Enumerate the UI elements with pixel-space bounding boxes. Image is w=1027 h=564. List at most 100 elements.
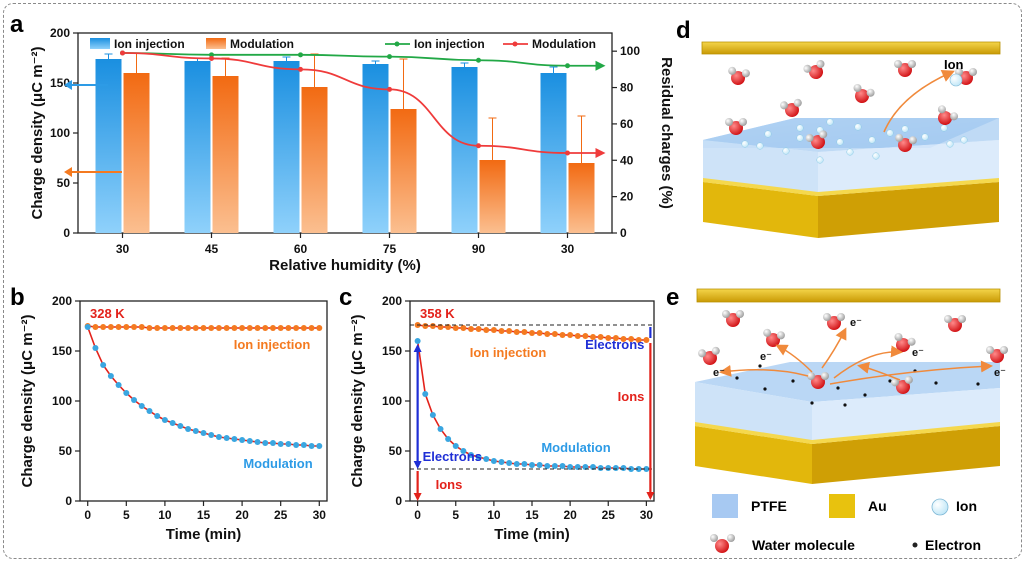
water-molecule <box>955 68 977 85</box>
hydrogen-atom <box>969 68 977 76</box>
ions-arrow-left-head <box>413 493 422 501</box>
point-modulation <box>254 439 261 445</box>
hydrogen-atom <box>866 88 875 97</box>
legend-ptfe-swatch <box>712 494 738 518</box>
water-molecule <box>698 346 720 365</box>
oxygen-atom <box>726 313 740 327</box>
point-modulation <box>468 452 474 458</box>
point-modulation <box>551 463 558 469</box>
point-modulation <box>208 432 215 438</box>
point-ion-injection <box>513 329 520 335</box>
point-ion-injection <box>590 334 596 340</box>
point-ion-injection <box>246 325 253 331</box>
y2-tick-label-a: 60 <box>620 117 634 131</box>
x-tick-label-c: 15 <box>525 508 539 522</box>
point-modulation <box>200 430 207 436</box>
point-ion-injection <box>567 332 574 338</box>
water-molecule <box>763 328 785 347</box>
point-modulation <box>529 462 535 468</box>
hydrogen-atom <box>986 346 994 354</box>
bar-ion-injection <box>362 64 389 233</box>
ion-escape-arrow <box>883 70 955 133</box>
legend-label-mod-bar: Modulation <box>230 37 294 51</box>
point-modulation <box>437 426 444 432</box>
electrons-label-right: Electrons <box>585 337 644 352</box>
x-tick-label-c: 5 <box>452 508 459 522</box>
axis-indicator-mod-head <box>64 167 72 177</box>
oxygen-atom <box>811 135 825 149</box>
y-tick-label-c: 0 <box>395 494 402 508</box>
electron <box>976 382 980 386</box>
escaping-ion <box>949 73 963 87</box>
hydrogen-atom <box>894 332 903 341</box>
oxygen-atom <box>948 318 962 332</box>
point-ion-injection <box>123 324 130 330</box>
hydrogen-atom <box>722 310 730 318</box>
electrons-on-surface-e <box>735 364 980 407</box>
water-molecule <box>853 83 875 103</box>
bar-modulation <box>123 73 150 233</box>
hydrogen-atom <box>725 118 733 126</box>
y-tick-label-c: 100 <box>382 394 402 408</box>
au-bottom-top-d <box>703 178 999 196</box>
y2-tick-label-a: 80 <box>620 81 634 95</box>
legend-au-swatch <box>829 494 855 518</box>
ion <box>901 125 909 133</box>
panel-label-d: d <box>676 17 691 44</box>
ion <box>854 123 862 131</box>
water-molecule <box>807 372 829 389</box>
point-ion-injection <box>107 324 114 330</box>
point-ion-injection <box>146 325 153 331</box>
x-tick-label-b: 5 <box>123 508 130 522</box>
electron <box>791 379 795 383</box>
point-ion-injection <box>506 328 513 334</box>
au-bottom-side-d <box>818 182 999 238</box>
point-modulation <box>506 460 513 466</box>
point-ion-injection <box>215 325 222 331</box>
point-modulation <box>223 435 230 441</box>
hydrogen-atom <box>780 101 789 110</box>
ion <box>886 129 894 137</box>
point-ion-injection <box>429 323 436 329</box>
point-ion-injection <box>612 335 619 341</box>
legend-label-mod-line: Modulation <box>532 37 596 51</box>
oxygen-atom <box>729 121 743 135</box>
point-modulation <box>161 417 168 423</box>
point-modulation <box>597 465 604 471</box>
point-modulation <box>138 403 145 409</box>
point-modulation <box>620 465 627 471</box>
water-molecule <box>728 66 750 85</box>
hydrogen-atom <box>803 64 812 73</box>
line-ion-injection <box>122 52 596 67</box>
oxygen-atom <box>827 316 841 330</box>
x-tick-label-a: 30 <box>116 242 130 256</box>
hydrogen-atom <box>937 105 946 114</box>
point-ion-injection <box>231 325 238 331</box>
hydrogen-atom <box>944 315 952 323</box>
point-modulation <box>146 408 153 414</box>
water-molecule <box>722 310 744 327</box>
ion <box>946 140 954 148</box>
point-modulation <box>231 436 238 442</box>
ptfe-top-e <box>695 362 1000 402</box>
ion <box>836 138 844 146</box>
y-tick-label-a: 200 <box>50 26 70 40</box>
chart-b: 0 50 100 150 200 0 5 10 15 20 25 30 Time (min) Charge… <box>19 294 328 543</box>
ions-arrow-right-head <box>646 492 655 500</box>
series-label-ion-injection: Ion injection <box>234 337 311 352</box>
point-ion-injection <box>643 337 650 343</box>
ion-label: Ion <box>944 57 964 72</box>
point-ion-injection <box>115 324 122 330</box>
y-axis-label-c: Charge density (μC m⁻²) <box>349 315 366 488</box>
legend-water-symbol <box>710 534 735 553</box>
point-ion-injection <box>209 52 214 58</box>
hydrogen-atom <box>908 60 916 68</box>
point-modulation <box>192 428 199 434</box>
electrons-label-left: Electrons <box>423 449 482 464</box>
oxygen-atom <box>809 65 823 79</box>
hydrogen-atom <box>805 134 814 143</box>
chart-c: 0 50 100 150 200 0 5 10 15 20 25 30 Time (min) Charge… <box>349 294 655 543</box>
point-modulation <box>169 420 176 426</box>
point-modulation <box>185 426 192 432</box>
ion <box>796 124 804 132</box>
